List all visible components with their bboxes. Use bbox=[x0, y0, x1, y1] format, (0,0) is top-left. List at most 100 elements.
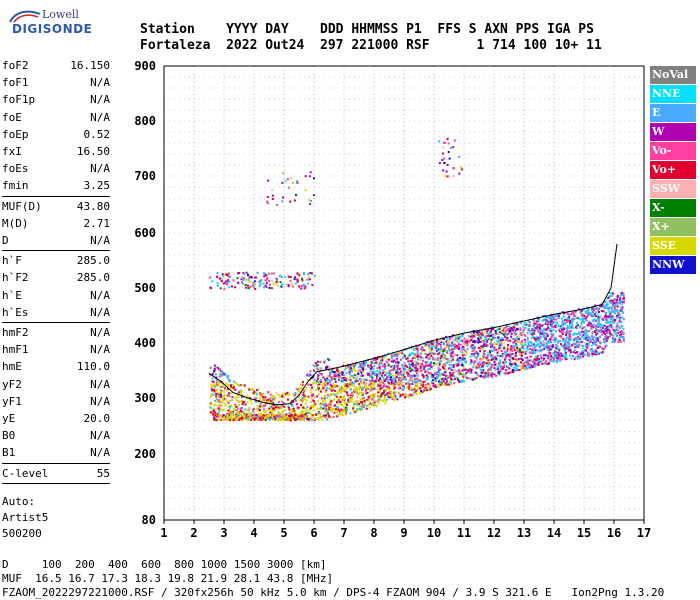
echo-pixel bbox=[363, 364, 366, 367]
echo-pixel bbox=[312, 404, 315, 407]
echo-pixel bbox=[446, 358, 449, 360]
echo-pixel bbox=[523, 324, 525, 327]
echo-pixel bbox=[228, 380, 231, 383]
echo-pixel bbox=[389, 388, 392, 391]
echo-pixel bbox=[470, 339, 473, 342]
echo-pixel bbox=[247, 414, 249, 417]
echo-pixel bbox=[396, 359, 399, 362]
echo-pixel bbox=[300, 399, 303, 402]
echo-pixel bbox=[622, 318, 625, 320]
echo-pixel bbox=[372, 367, 375, 370]
echo-pixel bbox=[545, 320, 547, 323]
echo-pixel bbox=[485, 358, 488, 361]
param-name: M(D) bbox=[2, 216, 29, 230]
echo-pixel bbox=[579, 325, 582, 328]
echo-pixel bbox=[608, 335, 611, 338]
echo-pixel bbox=[618, 320, 621, 323]
echo-pixel bbox=[302, 416, 305, 419]
echo-pixel bbox=[225, 416, 228, 419]
echo-pixel bbox=[314, 362, 317, 364]
echo-pixel bbox=[247, 284, 249, 287]
param-value: 0.52 bbox=[83, 127, 111, 141]
echo-pixel bbox=[306, 378, 309, 381]
echo-pixel bbox=[502, 367, 504, 370]
echo-pixel bbox=[360, 405, 363, 408]
echo-pixel bbox=[318, 383, 321, 386]
echo-pixel bbox=[344, 413, 347, 416]
echo-pixel bbox=[408, 378, 411, 381]
echo-pixel bbox=[302, 419, 305, 421]
echo-pixel bbox=[385, 400, 388, 403]
echo-pixel bbox=[508, 347, 510, 350]
echo-pixel bbox=[223, 287, 226, 290]
echo-pixel bbox=[342, 408, 345, 411]
echo-pixel bbox=[280, 405, 283, 408]
echo-pixel bbox=[354, 400, 357, 403]
echo-pixel bbox=[284, 276, 287, 278]
echo-pixel bbox=[605, 300, 607, 303]
param-name: foF1p bbox=[2, 93, 36, 107]
echo-pixel bbox=[378, 396, 381, 399]
ionogram-plot[interactable]: 1 2 3 4 5 6 7 8 9 10 11 12 13 14 15 16 17802003004005006… bbox=[0, 0, 700, 560]
echo-pixel bbox=[572, 312, 575, 315]
echo-pixel bbox=[264, 403, 267, 406]
echo-pixel bbox=[461, 339, 464, 342]
echo-pixel bbox=[470, 344, 473, 347]
echo-pixel bbox=[594, 348, 597, 351]
echo-pixel bbox=[545, 319, 548, 321]
echo-pixel bbox=[409, 365, 412, 368]
echo-pixel bbox=[442, 350, 445, 353]
echo-pixel bbox=[315, 413, 318, 416]
echo-pixel bbox=[263, 272, 266, 275]
echo-pixel bbox=[542, 343, 545, 346]
echo-pixel bbox=[319, 414, 322, 417]
echo-pixel bbox=[214, 414, 217, 417]
echo-pixel bbox=[277, 406, 280, 409]
echo-pixel bbox=[502, 361, 504, 364]
echo-pixel bbox=[542, 331, 545, 334]
echo-pixel bbox=[297, 393, 299, 396]
echo-pixel bbox=[236, 418, 239, 421]
echo-pixel bbox=[601, 333, 604, 336]
echo-pixel bbox=[539, 335, 542, 338]
echo-pixel bbox=[612, 334, 615, 337]
param-name: hmF1 bbox=[2, 343, 29, 357]
echo-pixel bbox=[436, 373, 438, 376]
echo-pixel bbox=[592, 311, 594, 314]
echo-pixel bbox=[515, 337, 518, 340]
echo-pixel bbox=[539, 350, 542, 353]
echo-pixel bbox=[372, 388, 375, 391]
echo-pixel bbox=[339, 372, 342, 374]
echo-pixel bbox=[566, 341, 569, 344]
echo-pixel bbox=[353, 409, 356, 412]
echo-pixel bbox=[214, 403, 217, 406]
echo-pixel bbox=[457, 341, 459, 343]
echo-pixel bbox=[371, 370, 374, 373]
echo-pixel bbox=[341, 399, 344, 402]
echo-pixel bbox=[240, 399, 243, 402]
echo-pixel bbox=[395, 371, 398, 374]
param-row: hmF2 N/A bbox=[2, 325, 110, 341]
echo-pixel bbox=[297, 415, 300, 418]
echo-pixel bbox=[487, 334, 490, 337]
echo-pixel bbox=[496, 339, 499, 342]
echo-pixel bbox=[509, 360, 512, 363]
echo-pixel bbox=[586, 339, 588, 342]
echo-pixel bbox=[260, 412, 262, 415]
echo-pixel bbox=[456, 377, 459, 380]
echo-pixel bbox=[591, 307, 594, 310]
echo-pixel bbox=[265, 410, 268, 412]
echo-pixel bbox=[605, 330, 608, 332]
echo-pixel bbox=[317, 411, 320, 414]
echo-pixel bbox=[268, 287, 271, 289]
echo-pixel bbox=[451, 372, 454, 375]
echo-pixel bbox=[508, 371, 511, 374]
echo-pixel bbox=[537, 320, 540, 323]
echo-pixel bbox=[216, 400, 219, 403]
echo-pixel bbox=[465, 350, 468, 353]
echo-pixel bbox=[290, 399, 293, 402]
echo-pixel bbox=[504, 335, 506, 338]
echo-pixel bbox=[468, 377, 471, 380]
echo-pixel bbox=[404, 364, 407, 367]
param-row: hmE 110.0 bbox=[2, 359, 110, 375]
